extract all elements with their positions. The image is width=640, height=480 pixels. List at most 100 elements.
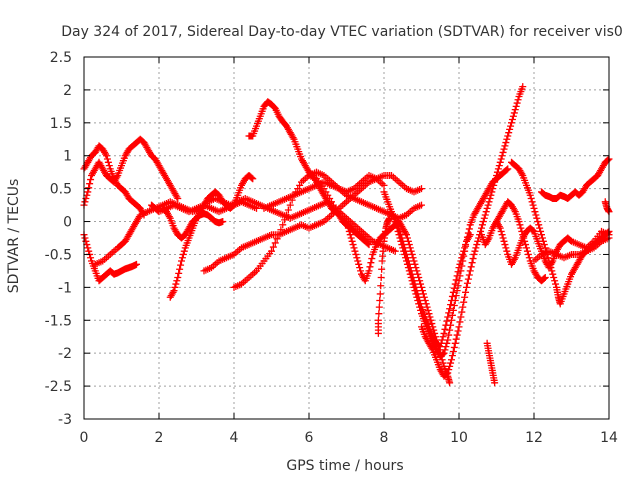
data-point xyxy=(519,83,527,91)
data-point xyxy=(471,247,479,255)
data-point xyxy=(176,265,184,273)
data-point xyxy=(408,270,416,278)
data-point xyxy=(461,244,469,252)
data-point xyxy=(401,244,409,252)
data-point xyxy=(532,211,540,219)
data-point xyxy=(529,201,537,209)
data-point xyxy=(514,96,522,104)
data-point xyxy=(353,254,361,262)
data-point xyxy=(461,293,469,301)
data-point xyxy=(377,282,385,290)
data-point xyxy=(518,170,526,178)
data-point xyxy=(446,326,454,334)
data-point xyxy=(87,254,95,262)
data-point xyxy=(538,231,545,239)
series-track-17 xyxy=(483,339,499,387)
series-track-7 xyxy=(148,198,260,216)
data-point xyxy=(510,109,518,117)
data-point xyxy=(540,241,548,249)
data-point xyxy=(418,201,425,209)
data-point xyxy=(248,174,256,182)
series-track-3 xyxy=(80,231,140,285)
data-point xyxy=(169,288,177,296)
data-point xyxy=(503,247,511,255)
data-point xyxy=(398,234,406,242)
data-point xyxy=(409,273,417,281)
data-point xyxy=(499,148,507,156)
data-point xyxy=(450,343,458,351)
data-point xyxy=(457,257,465,265)
data-point xyxy=(445,309,453,317)
data-point xyxy=(376,297,384,305)
series-track-15 xyxy=(391,218,474,351)
data-point xyxy=(448,316,455,324)
data-point xyxy=(464,275,472,283)
data-point xyxy=(345,227,353,235)
data-point xyxy=(497,155,505,163)
data-point xyxy=(501,142,509,150)
data-point xyxy=(459,303,467,311)
chart-title: Day 324 of 2017, Sidereal Day-to-day VTE… xyxy=(61,24,623,40)
data-point xyxy=(440,349,448,357)
data-point xyxy=(458,254,466,262)
data-point xyxy=(178,254,186,262)
data-point xyxy=(503,166,511,174)
data-point xyxy=(375,303,383,311)
plot-frame xyxy=(83,56,610,420)
data-point xyxy=(466,267,474,275)
data-point xyxy=(366,263,374,271)
data-point xyxy=(271,239,279,247)
data-point xyxy=(402,229,410,237)
data-point xyxy=(404,257,412,265)
data-point xyxy=(498,231,506,239)
data-point xyxy=(368,255,376,263)
data-point xyxy=(399,237,407,245)
data-point xyxy=(545,257,553,265)
data-point xyxy=(418,185,425,193)
y-tick-label: 2 xyxy=(63,83,72,99)
data-point xyxy=(482,208,490,216)
data-point xyxy=(536,224,544,232)
data-point xyxy=(448,352,456,360)
y-tick-label: 2.5 xyxy=(50,50,72,66)
data-point xyxy=(485,198,493,206)
data-point xyxy=(428,344,436,352)
data-point xyxy=(512,102,520,110)
data-point xyxy=(439,350,447,358)
data-point xyxy=(508,119,515,127)
data-point xyxy=(456,260,464,268)
data-point xyxy=(284,206,292,214)
data-point xyxy=(546,260,554,268)
data-point xyxy=(378,265,386,273)
series-track-16 xyxy=(418,83,527,380)
data-point xyxy=(174,273,182,281)
data-point xyxy=(474,237,482,245)
data-point xyxy=(502,244,510,252)
data-point xyxy=(170,287,178,295)
data-point xyxy=(504,132,512,140)
data-point xyxy=(133,260,140,268)
data-point xyxy=(533,214,541,222)
data-point xyxy=(172,280,180,288)
data-point xyxy=(516,221,524,229)
y-tick-label: 1 xyxy=(63,149,72,165)
data-point xyxy=(397,231,405,239)
data-point xyxy=(380,181,388,189)
data-point xyxy=(451,280,459,288)
data-point xyxy=(501,241,509,249)
y-tick-label: -0.5 xyxy=(45,247,72,263)
data-point xyxy=(525,254,533,262)
data-point xyxy=(441,346,449,354)
data-point xyxy=(505,129,513,137)
data-point xyxy=(171,283,179,291)
data-point xyxy=(376,290,384,298)
data-point xyxy=(415,293,423,301)
series-track-22 xyxy=(530,234,613,265)
data-point xyxy=(462,241,470,249)
data-point xyxy=(395,224,403,232)
data-point xyxy=(449,348,457,356)
data-point xyxy=(454,327,462,335)
data-point xyxy=(173,277,181,285)
data-point xyxy=(416,297,424,305)
data-point xyxy=(425,310,433,318)
